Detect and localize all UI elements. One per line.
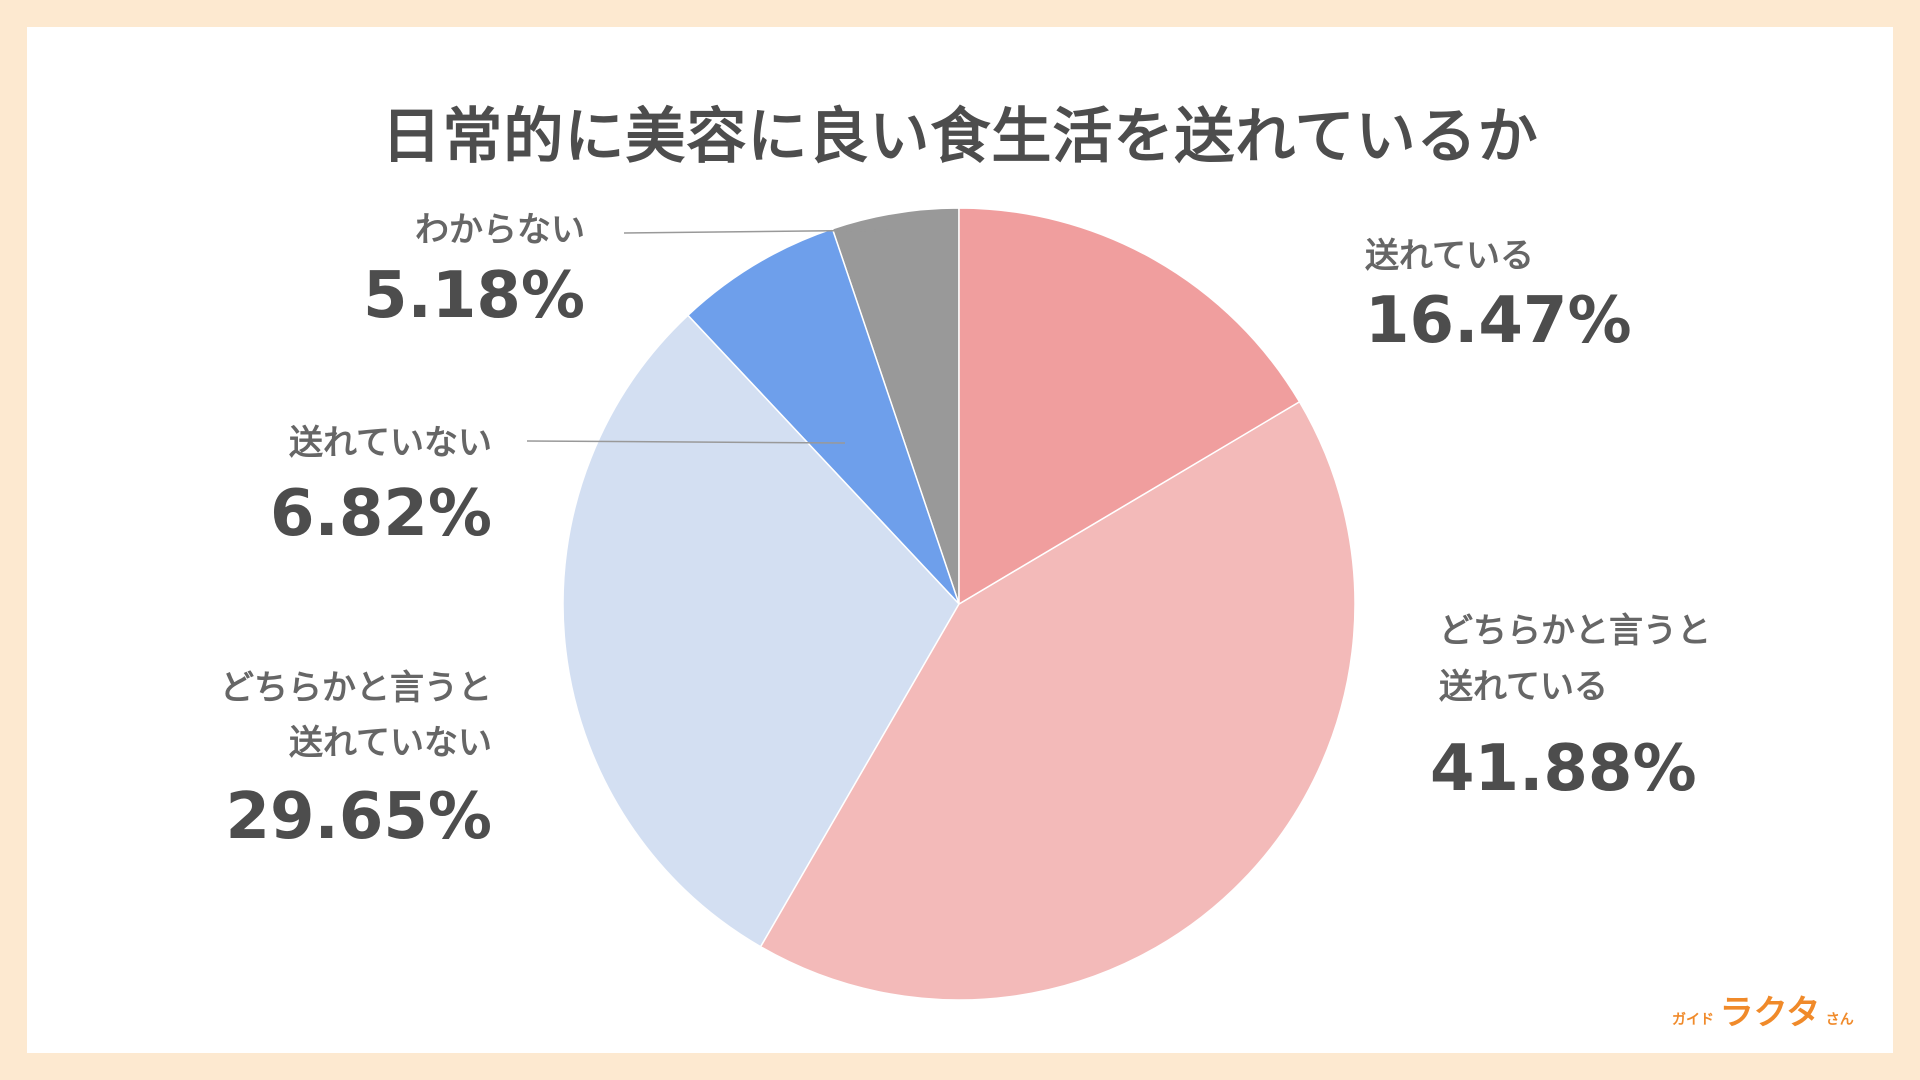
value-okurete-iru: 16.47%	[1365, 284, 1632, 358]
pie-slice-2	[562, 314, 960, 948]
logo-small-text: ガイド	[1672, 1012, 1714, 1028]
chart-title: 日常的に美容に良い食生活を送れているか	[381, 102, 1539, 172]
leader-line-okurete-inai	[526, 440, 846, 444]
label-okurete-iru: 送れている	[1365, 236, 1534, 276]
raku-ta-logo: ガイド ラクタ さん	[1672, 985, 1854, 1034]
label-okurete-inai: 送れていない	[289, 423, 492, 463]
logo-main-text: ラクタ	[1719, 993, 1821, 1033]
label-dochiraka-okurete-iru-1: どちらかと言うと	[1439, 611, 1711, 651]
value-okurete-inai: 6.82%	[269, 477, 492, 551]
value-wakaranai: 5.18%	[362, 259, 585, 333]
label-dochiraka-okurete-inai-1: どちらかと言うと	[220, 668, 492, 708]
logo-tail-text: さん	[1825, 1012, 1854, 1028]
label-dochiraka-okurete-inai-2: 送れていない	[289, 723, 492, 763]
pie-slice-0	[958, 207, 1301, 606]
label-wakaranai: わからない	[415, 210, 585, 250]
value-dochiraka-okurete-inai: 29.65%	[225, 780, 492, 854]
value-dochiraka-okurete-iru: 41.88%	[1430, 732, 1697, 806]
label-dochiraka-okurete-iru-2: 送れている	[1439, 667, 1608, 707]
leader-line-wakaranai	[623, 229, 903, 234]
pie-slice-1	[759, 400, 1356, 1001]
